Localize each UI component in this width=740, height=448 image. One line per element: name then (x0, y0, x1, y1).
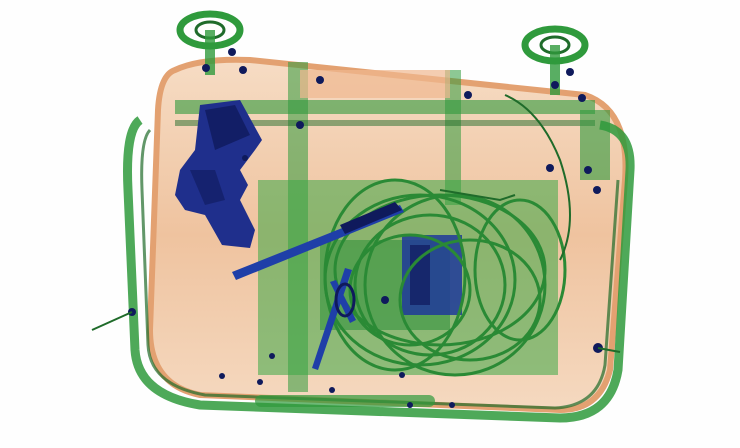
wheel-right (521, 25, 589, 95)
suitcase-frame (175, 62, 610, 392)
handgun (175, 100, 262, 248)
coiled-cable (323, 178, 567, 377)
wheel-left (176, 10, 244, 75)
wire-details (91, 94, 621, 353)
knife (232, 202, 404, 280)
scissors (312, 268, 356, 370)
